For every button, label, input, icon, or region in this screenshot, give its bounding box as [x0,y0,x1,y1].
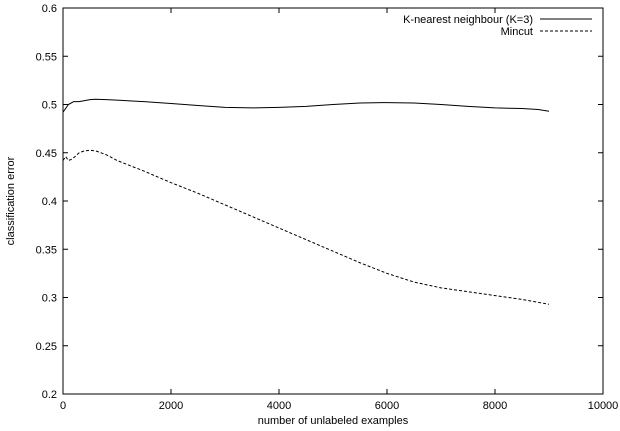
y-tick-label: 0.25 [36,341,57,353]
x-tick-label: 10000 [588,400,619,412]
x-axis-label: number of unlabeled examples [258,415,409,427]
y-tick-label: 0.4 [42,196,57,208]
y-tick-label: 0.5 [42,100,57,112]
series-layer [62,98,550,305]
x-tick-label: 4000 [267,400,291,412]
legend-label: Mincut [501,26,533,38]
series-mincut-line [62,149,550,305]
y-tick-label: 0.6 [42,3,57,15]
y-tick-label: 0.3 [42,293,57,305]
y-tick-label: 0.35 [36,244,57,256]
series-knn-line [62,98,550,113]
axis-ticks: 0 2000 4000 6000 8000 10000 0.2 0.25 0.3 0.35 0.4 0… [36,3,619,412]
y-tick-label: 0.55 [36,51,57,63]
plot-border [62,7,604,395]
x-tick-label: 6000 [375,400,399,412]
x-tick-label: 0 [60,400,66,412]
legend: K-nearest neighbour (K=3)Mincut [403,14,592,38]
y-axis-label: classification error [5,156,17,245]
x-tick-label: 2000 [159,400,183,412]
y-tick-label: 0.45 [36,148,57,160]
y-tick-label: 0.2 [42,389,57,401]
x-tick-label: 8000 [483,400,507,412]
plot-frame [62,7,604,395]
legend-label: K-nearest neighbour (K=3) [403,14,533,26]
